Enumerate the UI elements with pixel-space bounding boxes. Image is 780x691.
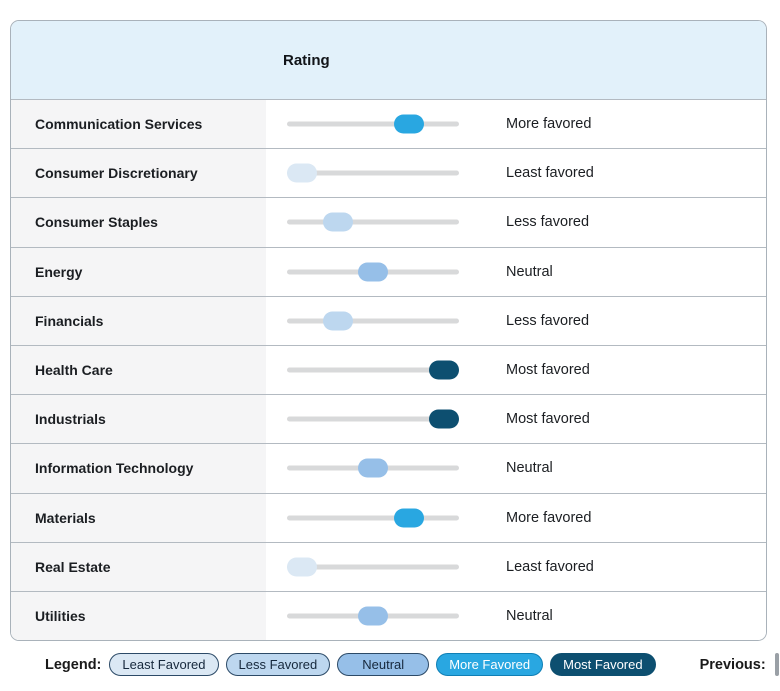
rating-text: Most favored [506, 362, 590, 379]
slider-thumb [429, 409, 459, 429]
rating-text: Neutral [506, 460, 553, 477]
legend-pill-neutral: Neutral [337, 653, 430, 676]
table-row: Communication Services More favored [11, 99, 766, 149]
rating-slider [287, 606, 459, 626]
slider-track [287, 367, 459, 373]
slider-track [287, 170, 459, 176]
slider-track [287, 219, 459, 225]
table-row: Industrials Most favored [11, 394, 766, 444]
sector-name: Energy [11, 247, 266, 296]
legend-pill-least: Least Favored [109, 653, 219, 676]
sector-name: Real Estate [11, 542, 266, 591]
sector-name: Utilities [11, 591, 266, 641]
slider-thumb [393, 114, 424, 134]
table-row: Financials Less favored [11, 295, 766, 345]
previous-empty-pill [774, 653, 779, 676]
sector-name: Financials [11, 296, 266, 345]
slider-thumb [358, 458, 388, 478]
table-row: Consumer Discretionary Least favored [11, 148, 766, 198]
rating-slider [287, 212, 459, 232]
table-row: Health Care Most favored [11, 344, 766, 395]
slider-thumb [358, 262, 388, 282]
slider-track [287, 416, 459, 422]
legend-pill-most: Most Favored [550, 653, 656, 676]
table-row: Utilities Neutral [11, 590, 766, 641]
table-row: Information Technology Neutral [11, 443, 766, 493]
slider-thumb [287, 163, 317, 183]
slider-track [287, 318, 459, 324]
sector-name: Consumer Discretionary [11, 149, 266, 198]
rating-slider [287, 262, 459, 282]
legend-label: Legend: [45, 656, 102, 673]
rating-text: Less favored [506, 312, 590, 329]
table-row: Consumer Staples Less favored [11, 197, 766, 247]
table-body: Communication Services More favored Cons… [11, 99, 766, 641]
rating-text: Most favored [506, 411, 590, 428]
rating-slider [287, 458, 459, 478]
slider-track [287, 515, 459, 521]
sector-name: Communication Services [11, 100, 266, 149]
rating-column-header: Rating [283, 51, 330, 69]
sector-name: Consumer Staples [11, 198, 266, 247]
rating-text: Neutral [506, 607, 553, 624]
rating-slider [287, 311, 459, 331]
slider-track [287, 121, 459, 127]
rating-slider [287, 409, 459, 429]
slider-thumb [393, 508, 424, 528]
previous-label: Previous: [699, 656, 766, 673]
sector-ratings-table: Rating Communication Services More favor… [10, 20, 767, 642]
rating-slider [287, 508, 459, 528]
legend-pills: Least Favored Less Favored Neutral More Fav… [109, 653, 662, 676]
sector-name: Information Technology [11, 444, 266, 493]
table-header-row: Rating [11, 21, 766, 99]
table-row: Real Estate Least favored [11, 541, 766, 591]
slider-thumb [322, 311, 353, 331]
slider-thumb [287, 557, 317, 577]
table-row: Materials More favored [11, 492, 766, 542]
sector-name: Industrials [11, 395, 266, 444]
table-row: Energy Neutral [11, 246, 766, 296]
rating-text: More favored [506, 116, 592, 133]
slider-thumb [429, 360, 459, 380]
rating-slider [287, 557, 459, 577]
legend-bar: Legend: Least Favored Less Favored Neutral… [45, 653, 779, 676]
rating-slider [287, 360, 459, 380]
slider-thumb [322, 212, 353, 232]
sector-name: Health Care [11, 345, 266, 395]
slider-track [287, 564, 459, 570]
rating-text: Neutral [506, 263, 553, 280]
legend-pill-less: Less Favored [225, 653, 331, 676]
legend-pill-more: More Favored [436, 653, 544, 676]
rating-text: Least favored [506, 165, 594, 182]
rating-text: Least favored [506, 558, 594, 575]
rating-slider [287, 163, 459, 183]
rating-slider [287, 114, 459, 134]
rating-text: More favored [506, 509, 592, 526]
slider-thumb [358, 606, 388, 626]
sector-name: Materials [11, 493, 266, 542]
rating-text: Less favored [506, 214, 590, 231]
